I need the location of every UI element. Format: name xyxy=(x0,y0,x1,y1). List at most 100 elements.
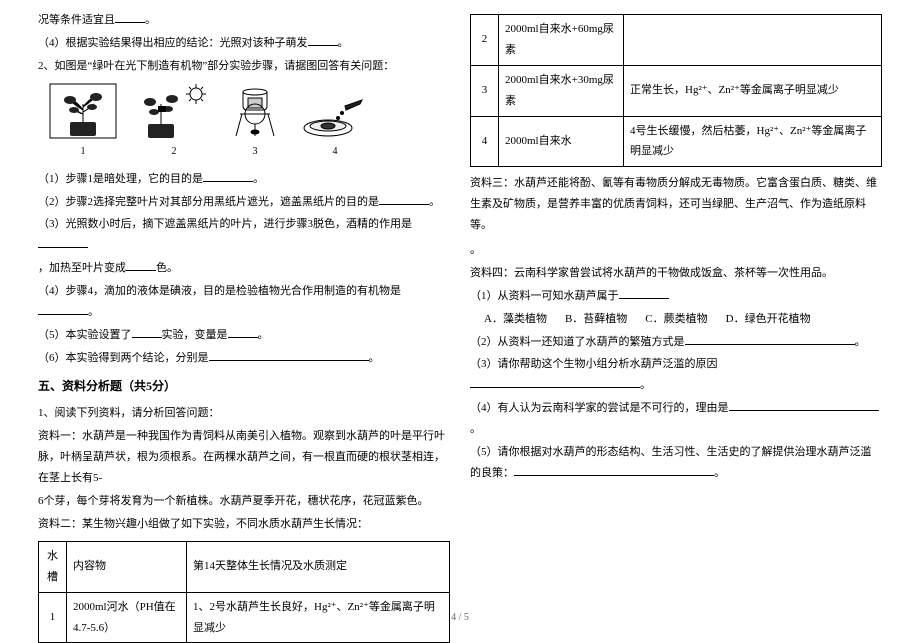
table-row: 3 2000ml自来水+30mg尿素 正常生长，Hg²⁺、Zn²⁺等金属离子明显… xyxy=(471,65,882,116)
blank xyxy=(38,236,88,248)
question-5: （5）请你根据对水葫芦的形态结构、生活习性、生活史的了解提供治理水葫芦泛滥的良策… xyxy=(470,442,882,484)
text-line: （4）根据实验结果得出相应的结论：光照对该种子萌发 。 xyxy=(38,33,450,54)
material-1b: 6个芽，每个芽将发育为一个新植株。水葫芦夏季开花，穗状花序，花冠蓝紫色。 xyxy=(38,491,450,512)
table-header: 水槽 xyxy=(39,541,67,592)
experiment-table-part1: 水槽 内容物 第14天整体生长情况及水质测定 1 2000ml河水（PH值在4.… xyxy=(38,541,450,643)
text-line: 况等条件适宜且。 xyxy=(38,10,450,31)
text: （3）请你帮助这个生物小组分析水葫芦泛滥的原因 xyxy=(470,358,718,370)
text: 。 xyxy=(714,467,725,479)
text: （6）本实验得到两个结论，分别是 xyxy=(38,352,209,364)
table-row: 1 2000ml河水（PH值在4.7-5.6） 1、2号水葫芦生长良好，Hg²⁺… xyxy=(39,592,450,643)
table-header: 内容物 xyxy=(67,541,187,592)
blank xyxy=(379,193,429,205)
blank xyxy=(203,170,253,182)
text: （2）从资料一还知道了水葫芦的繁殖方式是 xyxy=(470,336,685,348)
text: （5）本实验设置了 xyxy=(38,329,132,341)
text: 实验，变量是 xyxy=(162,329,228,341)
blank xyxy=(115,11,145,23)
blank xyxy=(228,326,258,338)
plant-dark-icon xyxy=(48,82,118,140)
table-cell: 3 xyxy=(471,65,499,116)
figure-label: 3 xyxy=(253,142,258,161)
table-cell: 1 xyxy=(39,592,67,643)
text: ，加热至叶片变成 xyxy=(38,262,126,274)
blank xyxy=(209,349,369,361)
material-3: 资料三：水葫芦还能将酚、氰等有毒物质分解成无毒物质。它富含蛋白质、糖类、维生素及… xyxy=(470,173,882,236)
text-line: 1、阅读下列资料，请分析回答问题： xyxy=(38,403,450,424)
figure-label: 4 xyxy=(333,142,338,161)
table-row: 2 2000ml自来水+60mg尿素 xyxy=(471,15,882,66)
text: （4）步骤4，滴加的液体是碘液，目的是检验植物光合作用制造的有机物是 xyxy=(38,285,401,297)
text-line: （5）本实验设置了 实验，变量是 。 xyxy=(38,325,450,346)
question-3: （3）请你帮助这个生物小组分析水葫芦泛滥的原因。 xyxy=(470,354,882,396)
text: 2、如图是“绿叶在光下制造有机物”部分实验步骤，请据图回答有关问题： xyxy=(38,60,394,72)
text: 。 xyxy=(253,173,264,185)
material-2: 资料二：某生物兴趣小组做了如下实验，不同水质水葫芦生长情况： xyxy=(38,514,450,535)
section-5-heading: 五、资料分析题（共5分） xyxy=(38,375,450,398)
figure-3: 3 xyxy=(230,82,280,161)
text: 。 xyxy=(338,37,349,49)
options-row: A．藻类植物 B．苔藓植物 C．蕨类植物 D．绿色开花植物 xyxy=(484,309,882,330)
text: （4）有人认为云南科学家的尝试是不可行的，理由是 xyxy=(470,402,729,414)
plant-sun-icon xyxy=(138,82,210,140)
option-b: B．苔藓植物 xyxy=(565,309,627,330)
blank xyxy=(308,34,338,46)
blank xyxy=(126,259,156,271)
question-1: （1）从资料一可知水葫芦属于 xyxy=(470,286,882,307)
beaker-stand-icon xyxy=(230,82,280,140)
text: 况等条件适宜且 xyxy=(38,14,115,26)
text: 色。 xyxy=(156,262,178,274)
blank xyxy=(470,376,640,388)
page-number: 4 / 5 xyxy=(451,612,469,623)
blank xyxy=(514,464,714,476)
table-row: 4 2000ml自来水 4号生长缓慢，然后枯萎，Hg²⁺、Zn²⁺等金属离子明显… xyxy=(471,116,882,167)
table-header: 第14天整体生长情况及水质测定 xyxy=(187,541,450,592)
blank xyxy=(38,303,88,315)
text-line: （2）步骤2选择完整叶片对其部分用黑纸片遮光，遮盖黑纸片的目的是。 xyxy=(38,192,450,213)
text: 。 xyxy=(258,329,269,341)
blank xyxy=(132,326,162,338)
question-4: （4）有人认为云南科学家的尝试是不可行的，理由是。 xyxy=(470,398,882,440)
table-cell: 2 xyxy=(471,15,499,66)
table-cell: 2000ml自来水+60mg尿素 xyxy=(499,15,624,66)
option-d: D．绿色开花植物 xyxy=(726,309,811,330)
text-line: （3）光照数小时后，摘下遮盖黑纸片的叶片，进行步骤3脱色，酒精的作用是 xyxy=(38,214,450,256)
text: （2）步骤2选择完整叶片对其部分用黑纸片遮光，遮盖黑纸片的目的是 xyxy=(38,196,379,208)
text: （1）步骤1是暗处理，它的目的是 xyxy=(38,173,203,185)
text: 。 xyxy=(88,306,99,318)
text: （4）根据实验结果得出相应的结论：光照对该种子萌发 xyxy=(38,37,308,49)
figure-1: 1 xyxy=(48,82,118,161)
table-cell: 2000ml自来水 xyxy=(499,116,624,167)
text: 。 xyxy=(470,423,481,435)
option-a: A．藻类植物 xyxy=(484,309,547,330)
material-4: 资料四：云南科学家曾尝试将水葫芦的干物做成饭盒、茶杯等一次性用品。 xyxy=(470,263,882,284)
question-2: 2、如图是“绿叶在光下制造有机物”部分实验步骤，请据图回答有关问题： xyxy=(38,56,450,77)
question-2: （2）从资料一还知道了水葫芦的繁殖方式是。 xyxy=(470,332,882,353)
text-line: ，加热至叶片变成 色。 xyxy=(38,258,450,279)
table-cell: 2000ml自来水+30mg尿素 xyxy=(499,65,624,116)
text: 。 xyxy=(470,240,882,261)
text: 。 xyxy=(369,352,380,364)
blank xyxy=(729,399,879,411)
table-cell: 4 xyxy=(471,116,499,167)
material-1: 资料一：水葫芦是一种我国作为青饲料从南美引入植物。观察到水葫芦的叶是平行叶脉，叶… xyxy=(38,426,450,489)
experiment-table-part2: 2 2000ml自来水+60mg尿素 3 2000ml自来水+30mg尿素 正常… xyxy=(470,14,882,167)
text-line: （4）步骤4，滴加的液体是碘液，目的是检验植物光合作用制造的有机物是。 xyxy=(38,281,450,323)
text: （1）从资料一可知水葫芦属于 xyxy=(470,290,619,302)
figure-2: 2 xyxy=(138,82,210,161)
table-cell: 正常生长，Hg²⁺、Zn²⁺等金属离子明显减少 xyxy=(624,65,882,116)
text-line: （6）本实验得到两个结论，分别是 。 xyxy=(38,348,450,369)
table-cell: 1、2号水葫芦生长良好，Hg²⁺、Zn²⁺等金属离子明显减少 xyxy=(187,592,450,643)
blank xyxy=(685,333,855,345)
table-cell: 2000ml河水（PH值在4.7-5.6） xyxy=(67,592,187,643)
text: 。 xyxy=(640,379,651,391)
table-cell xyxy=(624,15,882,66)
blank xyxy=(619,287,669,299)
option-c: C．蕨类植物 xyxy=(645,309,707,330)
figure-4: 4 xyxy=(300,98,370,161)
text: （3）光照数小时后，摘下遮盖黑纸片的叶片，进行步骤3脱色，酒精的作用是 xyxy=(38,218,412,230)
text-line: （1）步骤1是暗处理，它的目的是 。 xyxy=(38,169,450,190)
table-row: 水槽 内容物 第14天整体生长情况及水质测定 xyxy=(39,541,450,592)
figure-label: 1 xyxy=(81,142,86,161)
figure-row: 1 xyxy=(38,82,450,161)
